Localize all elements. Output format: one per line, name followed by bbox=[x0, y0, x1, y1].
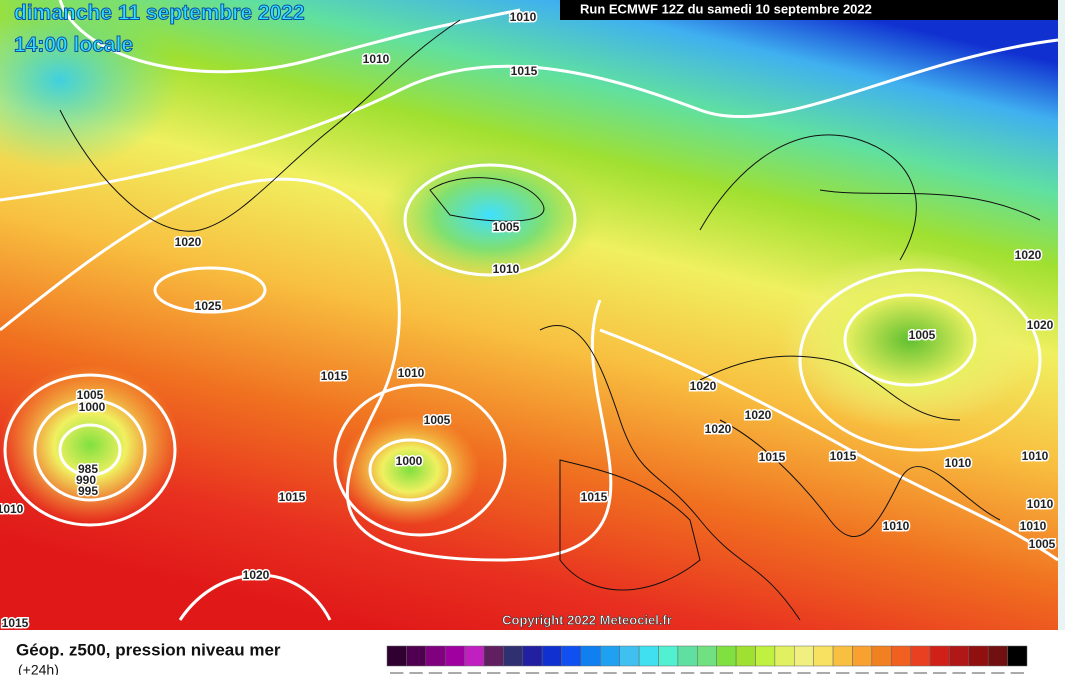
isobar-label: 1010 bbox=[945, 456, 972, 470]
isobar-label: 1010 bbox=[1027, 497, 1054, 511]
scale-swatch bbox=[890, 645, 911, 667]
isobar-label: 1020 bbox=[690, 379, 717, 393]
map-edge bbox=[1058, 0, 1065, 630]
scale-swatch bbox=[968, 645, 989, 667]
isobar-label: 1010 bbox=[1020, 519, 1047, 533]
isobar-label: 1005 bbox=[1029, 537, 1056, 551]
coastlines bbox=[59, 19, 1041, 621]
isobar-label: 1020 bbox=[705, 422, 732, 436]
scale-swatch bbox=[735, 645, 756, 667]
scale-swatch bbox=[716, 645, 737, 667]
scale-swatch bbox=[677, 645, 698, 667]
scale-swatch bbox=[561, 645, 582, 667]
isobar-label: 1005 bbox=[424, 413, 451, 427]
scale-swatch bbox=[386, 645, 407, 667]
scale-swatch bbox=[987, 645, 1008, 667]
legend-title: Géop. z500, pression niveau mer bbox=[16, 640, 281, 659]
isobar-label: 1010 bbox=[883, 519, 910, 533]
isobar-label: 1015 bbox=[830, 449, 857, 463]
isobar-label: 1015 bbox=[581, 490, 608, 504]
legend-subtitle: (+24h) bbox=[18, 662, 59, 675]
color-scale bbox=[386, 645, 1028, 674]
scale-swatch bbox=[541, 645, 562, 667]
scale-swatch bbox=[638, 645, 659, 667]
scale-swatch bbox=[774, 645, 795, 667]
scale-swatch bbox=[483, 645, 504, 667]
isobar-label: 1020 bbox=[1015, 248, 1042, 262]
scale-swatch bbox=[1007, 645, 1028, 667]
low-azores bbox=[340, 415, 480, 525]
scale-swatch bbox=[832, 645, 853, 667]
run-banner bbox=[560, 0, 1058, 20]
scale-swatch bbox=[425, 645, 446, 667]
isobar-label: 1005 bbox=[77, 388, 104, 402]
isobar-label: 1010 bbox=[363, 52, 390, 66]
isobar-label: 1005 bbox=[493, 220, 520, 234]
low-iceland bbox=[380, 145, 600, 285]
scale-swatch bbox=[444, 645, 465, 667]
isobar-label: 1020 bbox=[243, 568, 270, 582]
scale-swatch bbox=[503, 645, 524, 667]
isobar-label: 990 bbox=[76, 473, 96, 487]
isobar-label: 1010 bbox=[1022, 449, 1049, 463]
scale-swatch bbox=[600, 645, 620, 667]
time-label: 14:00 locale bbox=[14, 34, 133, 57]
scale-swatch bbox=[619, 645, 640, 667]
isobar-label: 1020 bbox=[1027, 318, 1054, 332]
scale-swatch bbox=[755, 645, 776, 667]
isobar-labels: 1010 1010 1015 1020 1025 1005 1010 1015 1010 1005… bbox=[0, 9, 1057, 632]
isobar-label: 1015 bbox=[759, 450, 786, 464]
scale-swatch bbox=[852, 645, 873, 667]
date-label: dimanche 11 septembre 2022 bbox=[14, 2, 305, 25]
run-label: Run ECMWF 12Z du samedi 10 septembre 202… bbox=[580, 1, 872, 16]
scale-swatch bbox=[697, 645, 717, 667]
isobar-label: 1025 bbox=[195, 299, 222, 313]
scale-swatch bbox=[658, 645, 679, 667]
isobar-label: 1015 bbox=[279, 490, 306, 504]
isobar-label: 1020 bbox=[175, 235, 202, 249]
isobar-label: 1010 bbox=[0, 502, 24, 516]
isobar-label: 1015 bbox=[2, 616, 29, 630]
isobar-label: 1000 bbox=[79, 400, 106, 414]
scale-swatch bbox=[813, 645, 834, 667]
map-area: 1010 1010 1015 1020 1025 1005 1010 1015 1010 1005… bbox=[0, 0, 1065, 632]
isobar-label: 985 bbox=[78, 462, 98, 476]
scale-swatch bbox=[910, 645, 931, 667]
scale-swatch bbox=[929, 645, 950, 667]
low-europe bbox=[780, 250, 1040, 430]
isobar-label: 1005 bbox=[909, 328, 936, 342]
scale-swatch bbox=[580, 645, 601, 667]
scale-swatch bbox=[949, 645, 970, 667]
scale-swatch bbox=[871, 645, 892, 667]
isobar-label: 1015 bbox=[511, 64, 538, 78]
isobars bbox=[0, 0, 1058, 620]
isobar-label: 995 bbox=[78, 484, 98, 498]
scale-swatch bbox=[522, 645, 543, 667]
low-atlantic bbox=[0, 365, 180, 525]
scale-swatch bbox=[794, 645, 814, 667]
isobar-label: 1020 bbox=[745, 408, 772, 422]
scale-swatch bbox=[406, 645, 427, 667]
greenland-trough bbox=[0, 0, 180, 170]
isobar-label: 1010 bbox=[510, 10, 537, 24]
isobar-label: 1010 bbox=[398, 366, 425, 380]
copyright: Copyright 2022 Meteociel.fr bbox=[502, 612, 672, 627]
isobar-label: 1015 bbox=[321, 369, 348, 383]
isobar-label: 1010 bbox=[493, 262, 520, 276]
scale-swatch bbox=[464, 645, 485, 667]
isobar-label: 1000 bbox=[396, 454, 423, 468]
legend-panel: Géop. z500, pression niveau mer (+24h) bbox=[16, 640, 1028, 675]
